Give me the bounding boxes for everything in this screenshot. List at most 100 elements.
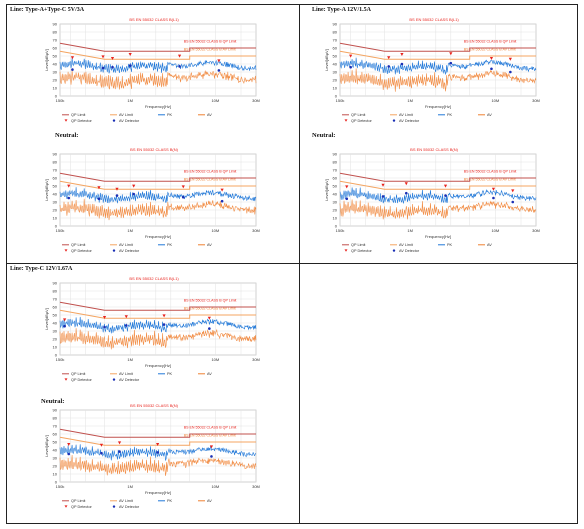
- legend-label: AV: [207, 243, 212, 247]
- y-tick-label: 30: [333, 70, 338, 75]
- y-tick-label: 60: [53, 305, 58, 310]
- qp-detector-marker: [67, 443, 71, 446]
- av-detector-marker: [490, 67, 493, 71]
- neutral-title-2: Neutral:: [312, 132, 336, 139]
- legend-swatch: [392, 249, 396, 252]
- legend-swatch: [64, 505, 68, 508]
- legend-label: AV: [487, 243, 492, 247]
- av-limit-label: BS EN 55032 CLASS B AV Limit: [464, 178, 516, 182]
- legend-av: AV: [198, 113, 212, 117]
- legend-swatch: [112, 378, 116, 381]
- emc-chart-5: 0 10 20 30 40 50 60 70 80 90 150k 1M 10M 30M Frequency…: [44, 276, 260, 382]
- y-tick-label: 50: [53, 440, 58, 445]
- legend-label: AV: [207, 499, 212, 503]
- legend-label: AV: [207, 372, 212, 376]
- x-tick-label: 10M: [491, 98, 499, 103]
- y-tick-label: 20: [53, 464, 58, 469]
- legend-label: AV Detector: [119, 119, 140, 123]
- y-axis-label: Level[dBμV]: [324, 49, 329, 71]
- legend-label: QP Limit: [351, 243, 366, 247]
- legend-pk: PK: [158, 372, 173, 376]
- legend-label: PK: [447, 113, 453, 117]
- y-tick-label: 30: [53, 70, 58, 75]
- y-tick-label: 90: [53, 152, 58, 157]
- qp-detector-marker: [99, 443, 104, 447]
- legend-label: QP Detector: [351, 249, 373, 253]
- y-tick-label: 10: [333, 216, 338, 221]
- qp-detector-marker: [449, 52, 453, 56]
- legend-label: QP Limit: [71, 243, 86, 247]
- y-tick-label: 90: [333, 152, 338, 157]
- legend-label: AV: [487, 113, 492, 117]
- av-detector-marker: [132, 192, 136, 196]
- cell-title-line-typec-12v: Line: Type-C 12V/1.67A: [10, 266, 73, 272]
- legend-av-limit: AV Limit: [110, 499, 134, 503]
- chart-legend: QP Limit AV Limit PK AV QP Detector AV Detect…: [62, 113, 212, 123]
- qp-detector-marker: [156, 443, 160, 446]
- qp-detector-marker: [207, 316, 211, 320]
- qp-detector-marker: [217, 59, 221, 63]
- legend-qp-detector: QP Detector: [344, 119, 373, 123]
- y-tick-label: 30: [53, 456, 58, 461]
- y-tick-label: 80: [53, 30, 58, 35]
- limit-class-label: BS EN 55032 CLASS B(L1): [129, 276, 179, 281]
- qp-detector-marker: [97, 186, 101, 190]
- x-tick-label: 10M: [211, 484, 219, 489]
- av-detector-marker: [404, 191, 408, 195]
- av-detector-marker: [71, 68, 74, 71]
- legend-qp-detector: QP Detector: [64, 249, 93, 253]
- av-detector-marker: [178, 65, 181, 68]
- av-detector-marker: [118, 450, 121, 453]
- av-limit-line: [339, 50, 536, 60]
- legend-label: QP Detector: [71, 505, 93, 509]
- legend-swatch: [112, 119, 116, 122]
- qp-detector-marker: [381, 183, 385, 187]
- chart-legend: QP Limit AV Limit PK AV QP Detector AV Detect…: [62, 499, 212, 509]
- legend-av: AV: [198, 243, 212, 247]
- y-tick-label: 0: [335, 224, 338, 229]
- y-tick-label: 70: [53, 424, 58, 429]
- qp-detector-marker: [511, 189, 515, 193]
- qp-detector-marker: [67, 184, 71, 188]
- pk-trace: [59, 57, 257, 74]
- qp-detector-marker: [181, 185, 185, 189]
- legend-av-detector: AV Detector: [112, 505, 140, 509]
- y-tick-label: 40: [53, 321, 58, 326]
- qp-detector-marker: [177, 54, 182, 58]
- y-tick-label: 10: [333, 86, 338, 91]
- qp-detector-marker: [220, 188, 224, 192]
- y-tick-label: 30: [53, 200, 58, 205]
- legend-swatch: [64, 378, 68, 381]
- av-detector-marker: [103, 325, 106, 329]
- chart-legend: QP Limit AV Limit PK AV QP Detector AV Detect…: [62, 243, 212, 253]
- legend-av: AV: [478, 243, 492, 247]
- av-trace: [59, 454, 257, 476]
- chart-legend: QP Limit AV Limit PK AV QP Detector AV Detect…: [62, 372, 212, 382]
- y-tick-label: 80: [333, 30, 338, 35]
- legend-swatch: [392, 119, 396, 122]
- plot-frame: [59, 153, 257, 227]
- legend-qp-limit: QP Limit: [62, 372, 86, 376]
- legend-qp-detector: QP Detector: [64, 378, 93, 382]
- av-limit-line: [59, 309, 256, 319]
- legend-av-limit: AV Limit: [110, 372, 134, 376]
- y-tick-label: 80: [53, 416, 58, 421]
- qp-detector-marker: [209, 445, 214, 449]
- legend-av: AV: [198, 372, 212, 376]
- legend-label: AV Detector: [119, 249, 140, 253]
- y-tick-label: 70: [53, 38, 58, 43]
- legend-av-detector: AV Detector: [392, 249, 420, 253]
- y-tick-label: 90: [53, 281, 58, 286]
- av-trace: [339, 68, 537, 92]
- y-tick-label: 0: [335, 94, 338, 99]
- x-axis-label: Frequency[Hz]: [145, 363, 171, 368]
- x-axis-label: Frequency[Hz]: [425, 234, 451, 239]
- plot-frame: [339, 153, 537, 227]
- legend-pk: PK: [158, 499, 173, 503]
- av-limit-label: BS EN 55032 CLASS B AV Limit: [184, 434, 236, 438]
- limit-class-label: BS EN 55032 CLASS B(N): [410, 147, 458, 152]
- qp-detector-marker: [443, 184, 448, 188]
- qp-limit-label: BS EN 55032 CLASS B QP Limit: [184, 299, 237, 303]
- report-table: [6, 4, 578, 524]
- legend-label: AV Detector: [399, 249, 420, 253]
